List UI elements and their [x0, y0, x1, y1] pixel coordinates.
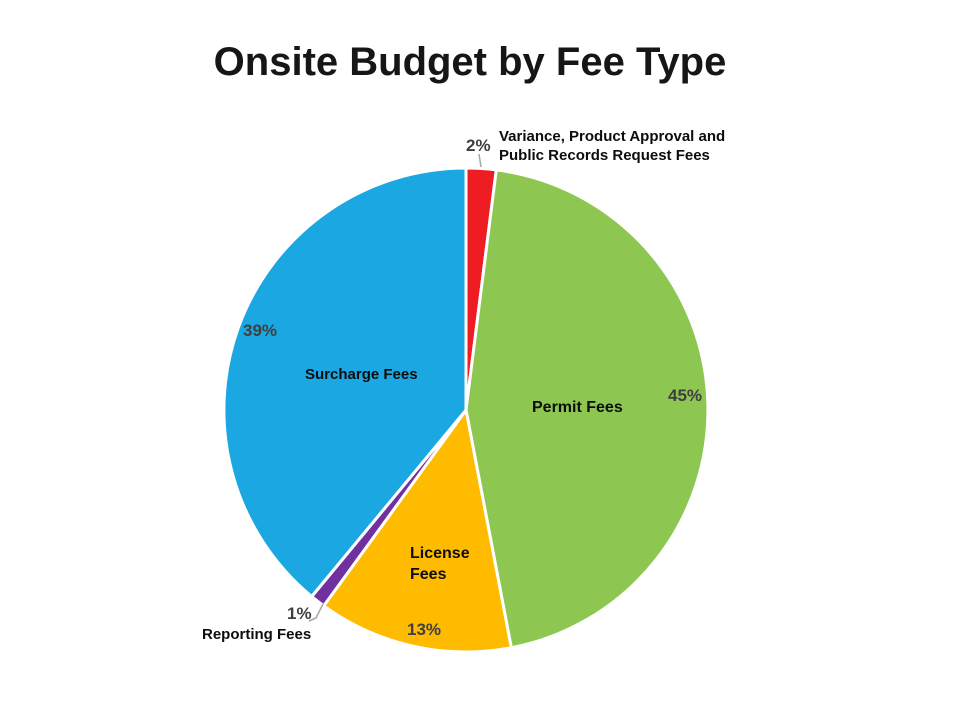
leader-line-variance [478, 153, 482, 168]
permit-fees-label: Permit Fees [532, 399, 623, 416]
license-fees-label-line1: License [410, 545, 470, 562]
pie-slice-surcharge-fees [222, 166, 468, 598]
surcharge-fees-label: Surcharge Fees [305, 366, 418, 383]
pie-slices-group [222, 166, 710, 654]
pie-slice-permit-fees [464, 168, 710, 650]
reporting-fees-label: Reporting Fees [202, 626, 312, 643]
variance-fees-value-label: 2% [466, 136, 491, 155]
permit-fees-value-label: 45% [668, 386, 703, 405]
reporting-fees-value-label: 1% [287, 604, 312, 623]
variance-fees-label-line1: Variance, Product Approval and [499, 128, 726, 145]
leader-line-reporting [308, 603, 324, 622]
pie-slice-license-fees [322, 408, 513, 654]
variance-fees-label: Variance, Product Approval and Public Re… [499, 127, 725, 165]
surcharge-fees-value-label: 39% [243, 321, 278, 340]
variance-fees-label-line2: Public Records Request Fees [499, 147, 710, 164]
license-fees-label-line2: Fees [410, 566, 447, 583]
license-fees-label: License Fees [410, 543, 470, 585]
license-fees-value-label: 13% [407, 620, 442, 639]
page-title: Onsite Budget by Fee Type [213, 40, 727, 84]
